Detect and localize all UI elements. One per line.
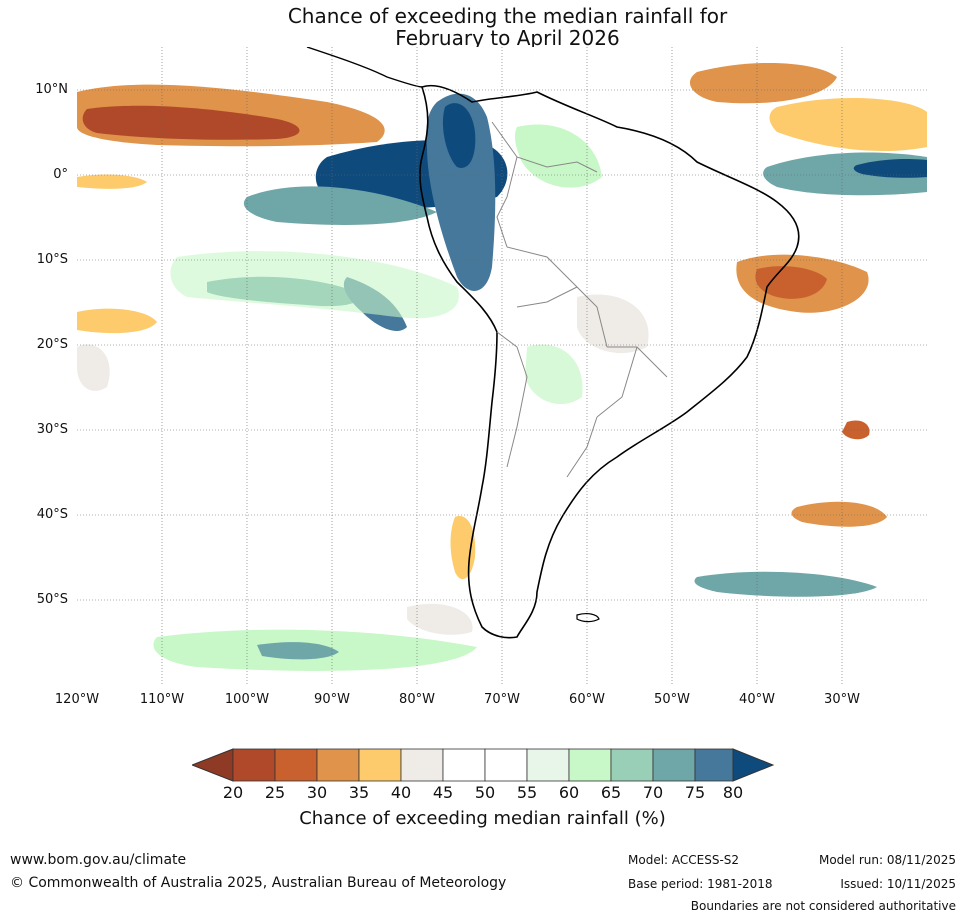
colorbar-tick-65: 65 (600, 783, 622, 802)
lat-label-0: 0° (53, 167, 68, 182)
footer-model-run: Model run: 08/11/2025 (818, 853, 956, 867)
south-america-outline (419, 84, 800, 639)
colorbar-tick-45: 45 (432, 783, 454, 802)
colorbar-bin-65-70 (610, 748, 654, 782)
rainfall-map (77, 47, 927, 686)
colorbar-label: Chance of exceeding median rainfall (%) (299, 808, 666, 829)
colorbar-tick-35: 35 (348, 783, 370, 802)
chart-title-line2: February to April 2026 (395, 26, 620, 50)
colorbar-bin-35-40 (358, 748, 402, 782)
falkland-islands (576, 613, 600, 623)
colorbar-tick-55: 55 (516, 783, 538, 802)
lat-label-50s: 50°S (36, 592, 68, 607)
anomaly-dark-andes (442, 103, 476, 168)
anomaly-blue-eqatl (853, 159, 927, 178)
colorbar-bin-30-35 (316, 748, 360, 782)
footer-disclaimer: Boundaries are not considered authoritat… (690, 899, 956, 913)
colorbar-bin-75-80 (694, 748, 734, 782)
footer-model: Model: ACCESS-S2 (628, 853, 740, 867)
anomaly-green-spac (170, 251, 459, 319)
anomaly-yellow-0s (77, 174, 147, 189)
colorbar-tick-70: 70 (642, 783, 664, 802)
lon-label-30w: 30°W (824, 692, 860, 707)
lon-label-60w: 60°W (569, 692, 605, 707)
lon-label-120w: 120°W (54, 692, 100, 707)
central-america-outline (306, 47, 423, 88)
chart-title-line1: Chance of exceeding the median rainfall … (287, 4, 728, 28)
map-gridlines (77, 47, 927, 686)
anomaly-green-pampas (525, 344, 583, 405)
lon-label-40w: 40°W (739, 692, 775, 707)
lat-label-20s: 20°S (36, 337, 68, 352)
anomaly-yellow-natl2 (769, 97, 927, 152)
lon-label-90w: 90°W (314, 692, 350, 707)
anomaly-grey-1 (77, 344, 110, 391)
anomaly-grey-2 (577, 294, 649, 354)
colorbar-tick-50: 50 (474, 783, 496, 802)
anomaly-brown-brazil (755, 266, 827, 299)
anomaly-green-eqsa (514, 124, 602, 188)
colorbar-bin-55-60 (526, 748, 570, 782)
footer-website[interactable]: www.bom.gov.au/climate (10, 852, 187, 868)
colorbar-tick-60: 60 (558, 783, 580, 802)
colorbar (192, 748, 774, 782)
anomaly-orange-30s (842, 420, 870, 440)
anomaly-blue-andes (426, 93, 496, 291)
colorbar-bin-60-65 (568, 748, 612, 782)
colorbar-tick-30: 30 (306, 783, 328, 802)
anomaly-orange-sae (791, 501, 887, 527)
lat-label-40s: 40°S (36, 507, 68, 522)
anomaly-orange-natl (689, 62, 837, 104)
colorbar-bin-40-45 (400, 748, 444, 782)
lon-label-50w: 50°W (654, 692, 690, 707)
lon-label-100w: 100°W (224, 692, 270, 707)
colorbar-arrow-low (192, 748, 234, 782)
anomaly-teal-south2 (257, 642, 339, 660)
colorbar-bin-20-25 (232, 748, 276, 782)
colorbar-tick-20: 20 (222, 783, 244, 802)
anomaly-brown-northpac (82, 105, 300, 140)
colorbar-bin-45-50 (442, 748, 486, 782)
lon-label-70w: 70°W (484, 692, 520, 707)
footer-issued: Issued: 10/11/2025 (840, 877, 956, 891)
lat-label-10s: 10°S (36, 252, 68, 267)
colorbar-tick-40: 40 (390, 783, 412, 802)
colorbar-bin-70-75 (652, 748, 696, 782)
lat-label-30s: 30°S (36, 422, 68, 437)
lon-label-110w: 110°W (139, 692, 185, 707)
anomaly-yellow-w15s (77, 308, 157, 334)
footer-base-period: Base period: 1981-2018 (628, 877, 773, 891)
anomaly-grey-3 (407, 603, 473, 635)
lat-label-10n: 10°N (35, 82, 68, 97)
colorbar-bin-50-55 (484, 748, 528, 782)
anomaly-teal-equator (243, 186, 437, 225)
colorbar-tick-80: 80 (722, 783, 744, 802)
colorbar-arrow-high (732, 748, 774, 782)
anomaly-teal-south (694, 571, 877, 597)
lon-label-80w: 80°W (399, 692, 435, 707)
colorbar-bin-25-30 (274, 748, 318, 782)
colorbar-tick-25: 25 (264, 783, 286, 802)
footer-copyright: © Commonwealth of Australia 2025, Austra… (10, 875, 507, 891)
colorbar-tick-75: 75 (684, 783, 706, 802)
